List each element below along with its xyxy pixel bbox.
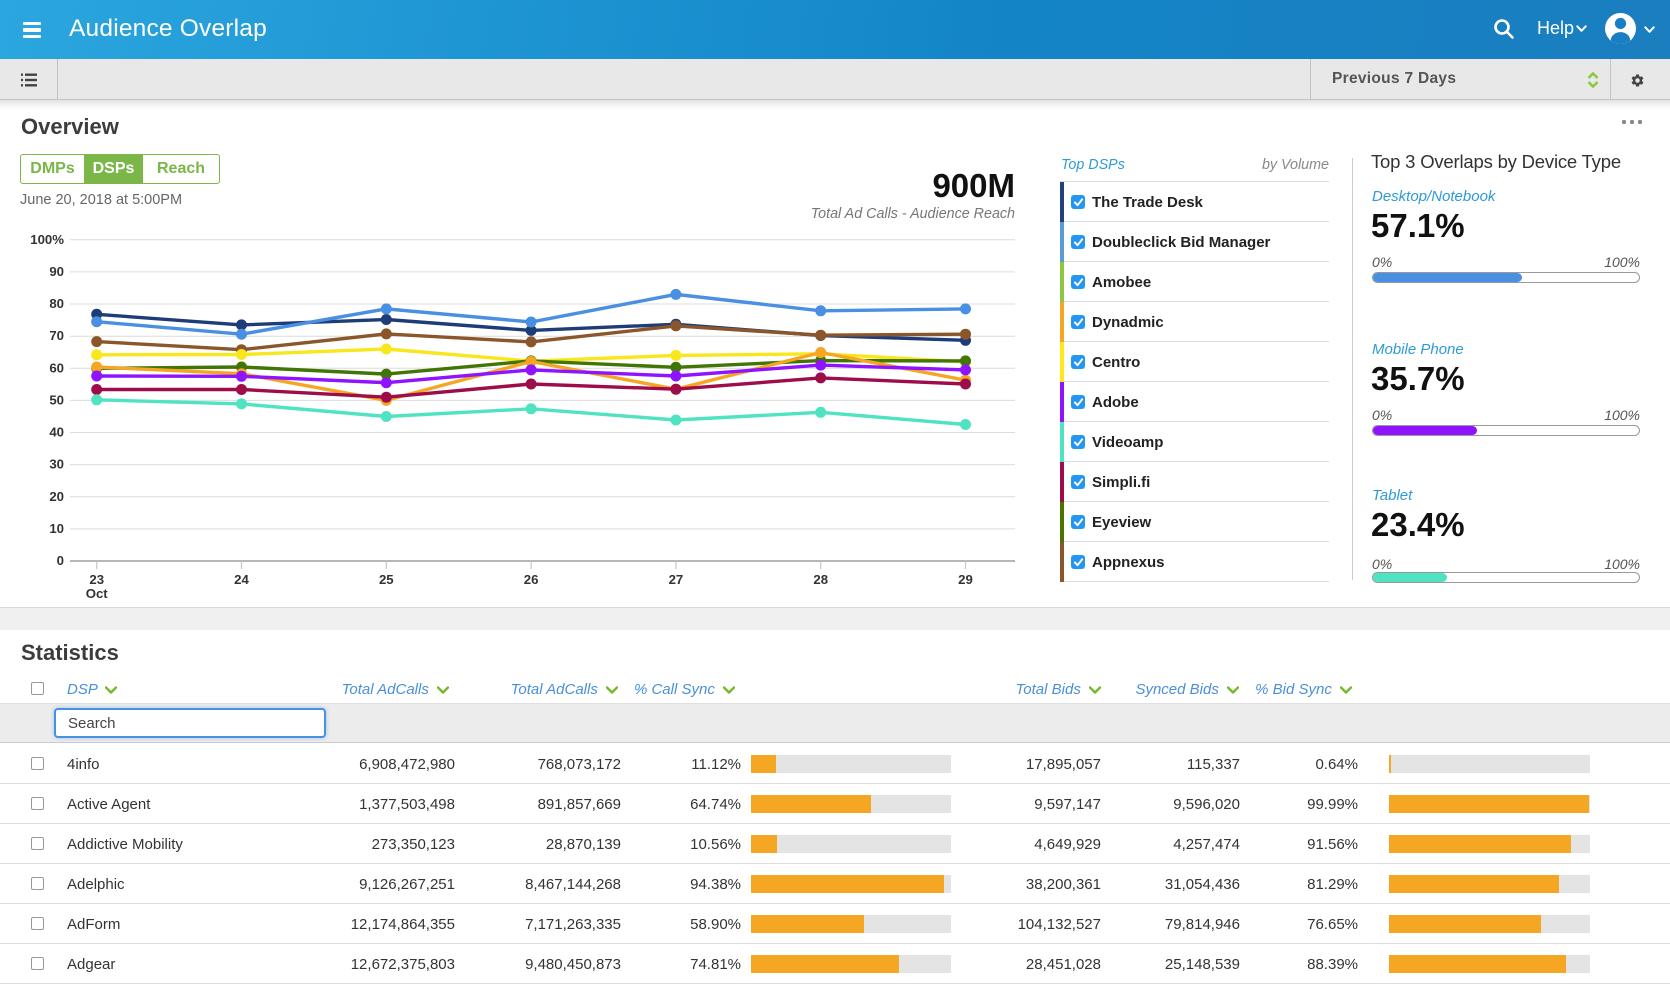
svg-text:60: 60 [49, 360, 64, 375]
svg-text:90: 90 [49, 264, 64, 279]
svg-text:Oct: Oct [86, 586, 109, 601]
svg-text:20: 20 [49, 489, 64, 504]
svg-text:100%: 100% [30, 232, 64, 247]
svg-text:25: 25 [379, 572, 394, 587]
svg-text:27: 27 [669, 572, 684, 587]
svg-text:0: 0 [57, 553, 64, 568]
svg-text:26: 26 [524, 572, 539, 587]
svg-text:40: 40 [49, 425, 64, 440]
svg-text:30: 30 [49, 457, 64, 472]
svg-text:50: 50 [49, 392, 64, 407]
svg-text:29: 29 [958, 572, 973, 587]
svg-text:80: 80 [49, 296, 64, 311]
svg-text:10: 10 [49, 521, 64, 536]
svg-text:70: 70 [49, 328, 64, 343]
svg-text:23: 23 [89, 572, 104, 587]
svg-text:24: 24 [234, 572, 249, 587]
svg-text:28: 28 [813, 572, 828, 587]
